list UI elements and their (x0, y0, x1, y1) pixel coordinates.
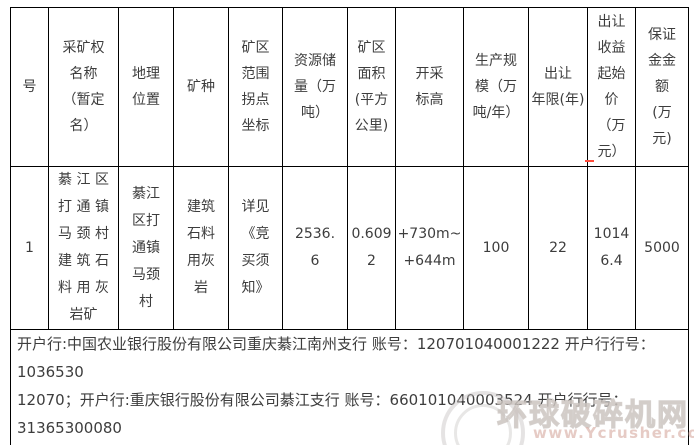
cell-mineral-type: 建筑 石料 用灰 岩 (173, 166, 229, 330)
table-footer-row: 开户行:中国农业银行股份有限公司重庆綦江南州支行 账号：120701040001… (10, 329, 689, 445)
header-cell-grant-term: 出让 年限(年) (528, 7, 588, 167)
cell-grant-term: 22 (528, 166, 588, 330)
header-cell-mine-area: 矿区 面积 (平方 公里) (347, 7, 396, 167)
header-cell-mining-right-name: 采矿权 名称 （暂定 名） (48, 7, 119, 167)
header-cell-serial: 号 (10, 7, 49, 167)
header-cell-resource-reserves: 资源储 量（万 吨） (282, 7, 348, 167)
header-cell-boundary-coords: 矿区 范围 拐点 坐标 (228, 7, 283, 167)
header-cell-mineral-type: 矿种 (173, 7, 229, 167)
header-cell-production-scale: 生产规 模（万 吨/年） (463, 7, 529, 167)
cell-deposit-amount: 5000 (635, 166, 689, 330)
mining-rights-table: 号 采矿权 名称 （暂定 名） 地理 位置 矿种 矿区 范围 拐点 坐标 资源储… (10, 7, 689, 445)
cell-resource-reserves: 2536. 6 (282, 166, 348, 330)
cell-mine-area: 0.609 2 (347, 166, 396, 330)
table-header-row: 号 采矿权 名称 （暂定 名） 地理 位置 矿种 矿区 范围 拐点 坐标 资源储… (10, 7, 689, 167)
cell-location: 綦江 区打 通镇 马颈 村 (118, 166, 174, 330)
spellcheck-mark (585, 160, 594, 162)
bank-info-cell: 开户行:中国农业银行股份有限公司重庆綦江南州支行 账号：120701040001… (10, 329, 689, 445)
cell-starting-price: 1014 6.4 (587, 166, 636, 330)
header-cell-location: 地理 位置 (118, 7, 174, 167)
header-cell-deposit-amount: 保证 金金 额 (万 元) (635, 7, 689, 167)
header-cell-mining-elevation: 开采 标高 (395, 7, 464, 167)
cell-boundary-coords: 详见 《竞 买须 知》 (228, 166, 283, 330)
cell-mining-elevation: +730m~ +644m (395, 166, 464, 330)
cell-production-scale: 100 (463, 166, 529, 330)
header-cell-starting-price: 出让 收益 起始 价 （万 元） (587, 7, 636, 167)
table-data-row: 1 綦 江 区 打 通 镇 马 颈 村 建 筑 石 料 用 灰 岩矿 綦江 区打… (10, 166, 689, 330)
cell-mining-right-name: 綦 江 区 打 通 镇 马 颈 村 建 筑 石 料 用 灰 岩矿 (48, 166, 119, 330)
cell-serial: 1 (10, 166, 49, 330)
